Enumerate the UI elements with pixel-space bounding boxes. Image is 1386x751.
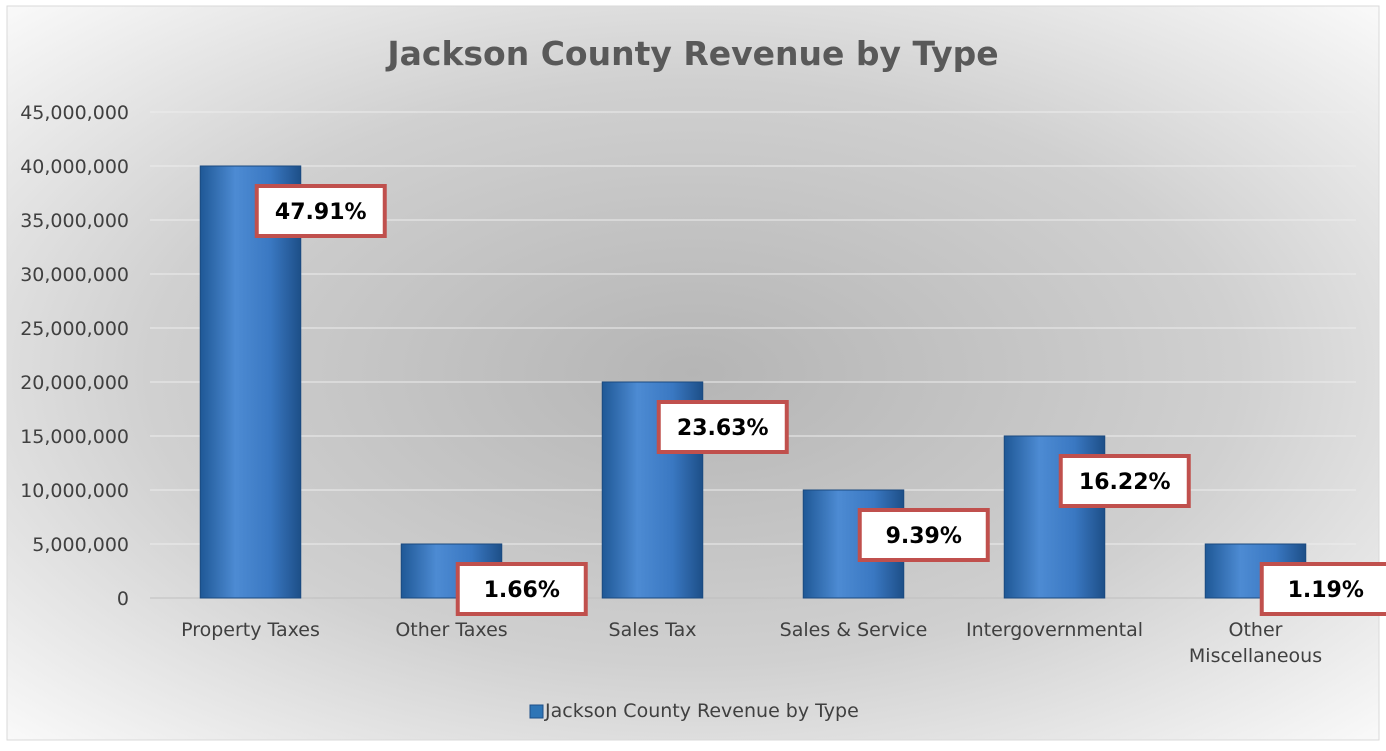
y-tick-label: 40,000,000 bbox=[20, 156, 129, 178]
legend: Jackson County Revenue by Type bbox=[529, 700, 859, 722]
y-tick-label: 35,000,000 bbox=[20, 210, 129, 232]
data-label-box bbox=[857, 508, 990, 562]
y-tick-label: 45,000,000 bbox=[20, 102, 129, 124]
data-label: 16.22% bbox=[1079, 470, 1171, 495]
data-label-box bbox=[455, 562, 588, 616]
x-tick-label: Sales & Service bbox=[780, 619, 928, 641]
data-label: 1.19% bbox=[1288, 578, 1364, 603]
y-tick-label: 25,000,000 bbox=[20, 318, 129, 340]
chart-title: Jackson County Revenue by Type bbox=[385, 34, 998, 73]
y-tick-label: 20,000,000 bbox=[20, 372, 129, 394]
data-label: 9.39% bbox=[886, 524, 962, 549]
x-axis-category-labels: Property Taxes Other Taxes Sales Tax Sales … bbox=[181, 619, 1322, 667]
x-tick-label: Property Taxes bbox=[181, 619, 320, 641]
y-tick-label: 10,000,000 bbox=[20, 480, 129, 502]
x-tick-label: Other bbox=[1229, 619, 1283, 641]
legend-swatch bbox=[529, 704, 544, 719]
y-tick-label: 0 bbox=[117, 588, 129, 610]
x-tick-label: Other Taxes bbox=[395, 619, 507, 641]
data-label-box bbox=[1058, 454, 1191, 508]
data-label-box bbox=[1259, 562, 1386, 616]
gridlines bbox=[150, 111, 1356, 545]
x-tick-label: Intergovernmental bbox=[966, 619, 1143, 641]
data-label-box bbox=[656, 400, 789, 454]
data-labels: 47.91% 1.66% 23.63% 9.39% 16.22% 1.19% bbox=[254, 184, 1386, 616]
data-label: 47.91% bbox=[275, 200, 367, 225]
data-label-box bbox=[254, 184, 387, 238]
y-tick-label: 30,000,000 bbox=[20, 264, 129, 286]
data-label: 1.66% bbox=[484, 578, 560, 603]
x-tick-label: Miscellaneous bbox=[1189, 645, 1322, 667]
data-label: 23.63% bbox=[677, 416, 769, 441]
y-tick-label: 5,000,000 bbox=[32, 534, 129, 556]
y-axis-tick-labels: 0 5,000,000 10,000,000 15,000,000 20,000,000… bbox=[20, 102, 129, 610]
y-tick-label: 15,000,000 bbox=[20, 426, 129, 448]
legend-label: Jackson County Revenue by Type bbox=[544, 700, 859, 722]
x-tick-label: Sales Tax bbox=[609, 619, 697, 641]
